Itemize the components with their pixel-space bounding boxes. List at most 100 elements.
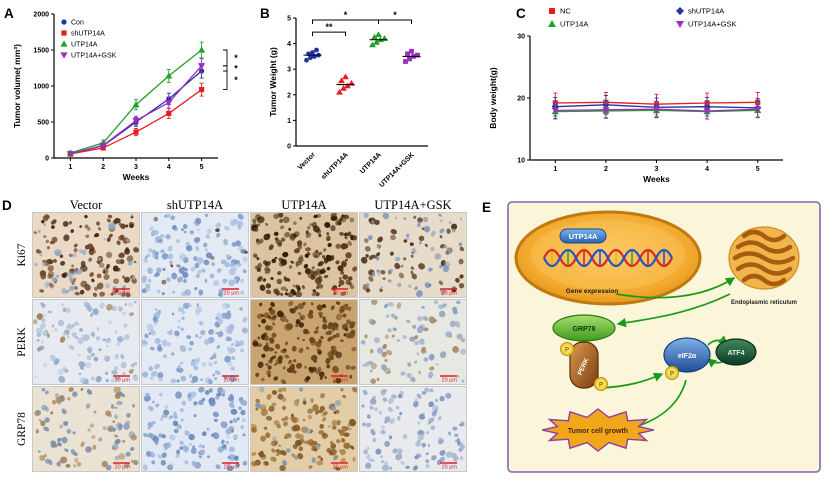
ihc-image-ki67-shutp14a: 20 μm (141, 212, 249, 298)
scatter-group-shUTP14A (336, 73, 355, 95)
svg-text:1: 1 (553, 166, 557, 173)
svg-text:UTP14A: UTP14A (359, 151, 383, 175)
tumor-growth-burst (541, 408, 655, 452)
ihc-image-grp78-shutp14a: 20 μm (141, 386, 249, 472)
row-label-ki67-text: Ki67 (16, 243, 28, 267)
ihc-image-grp78-utp14a-gsk: 20 μm (359, 386, 467, 472)
phospho-p3: P (665, 366, 679, 380)
svg-text:500: 500 (37, 120, 49, 127)
scatter-group-UTP14A+GSK (402, 48, 421, 64)
svg-text:Weeks: Weeks (643, 174, 670, 184)
svg-text:3: 3 (134, 164, 138, 171)
ihc-content: Vector shUTP14A UTP14A UTP14A+GSK Ki67 2… (14, 198, 469, 474)
svg-text:1: 1 (68, 164, 72, 171)
svg-text:4: 4 (705, 166, 709, 173)
grp78-shape (552, 314, 616, 342)
svg-text:0: 0 (287, 144, 291, 151)
svg-text:UTP14A+GSK: UTP14A+GSK (378, 151, 416, 189)
series-UTP14A+GSK (551, 100, 762, 120)
ihc-image-perk-utp14a: 20 μm (250, 299, 358, 385)
ihc-image-perk-vector: 20 μm (32, 299, 140, 385)
row-label-grp78: GRP78 (14, 387, 30, 471)
svg-text:Con: Con (71, 20, 84, 27)
svg-text:0: 0 (45, 156, 49, 163)
svg-text:5: 5 (756, 166, 760, 173)
series-UTP14A+GSK (66, 58, 206, 158)
panel-b-tumor-weight: B 0 1 2 3 4 5 Tumor Weight (g) Vector shUTP14A UT… (256, 2, 434, 208)
svg-text:1000: 1000 (33, 84, 49, 91)
ihc-image-grp78-vector: 20 μm (32, 386, 140, 472)
tumor-volume-chart: 0 500 1000 1500 2000 Tumor volume( mm³) 1 2 3 4 5 W… (12, 12, 238, 183)
svg-text:1500: 1500 (33, 48, 49, 55)
svg-text:20 μm: 20 μm (115, 291, 131, 297)
svg-text:2: 2 (101, 164, 105, 171)
phospho-p1: P (560, 342, 574, 356)
svg-text:20 μm: 20 μm (333, 465, 349, 471)
col-header-utp14a: UTP14A (281, 198, 327, 212)
mechanism-diagram: UTP14A Gene expression Endoplasmic retic… (507, 201, 821, 473)
row-label-grp78-text: GRP78 (16, 412, 28, 446)
arrow-gene-to-er (615, 277, 736, 299)
svg-text:5: 5 (200, 164, 204, 171)
panel-b-label: B (260, 6, 270, 21)
svg-text:shUTP14A: shUTP14A (71, 31, 105, 38)
svg-text:20 μm: 20 μm (224, 465, 240, 471)
svg-text:*: * (344, 10, 348, 20)
svg-text:**: ** (325, 22, 333, 32)
utp14a-badge (559, 228, 607, 244)
row-label-perk: PERK (14, 300, 30, 384)
svg-text:shUTP14A: shUTP14A (320, 151, 350, 181)
svg-text:20 μm: 20 μm (442, 291, 458, 297)
svg-text:4: 4 (167, 164, 171, 171)
row-label-ki67: Ki67 (14, 213, 30, 297)
svg-text:3: 3 (287, 67, 291, 74)
svg-text:UTP14A+GSK: UTP14A+GSK (688, 20, 737, 29)
ihc-row-grp78: GRP78 20 μm 20 μm 20 μm 20 μm (14, 386, 469, 472)
svg-text:1: 1 (287, 118, 291, 125)
panel-c-label: C (516, 6, 526, 21)
panel-a-tumor-volume: A 0 500 1000 1500 2000 Tumor volume( mm³) 1 2 3 4… (2, 2, 256, 190)
svg-text:30: 30 (517, 34, 525, 41)
svg-text:20 μm: 20 μm (115, 378, 131, 384)
tumor-growth-label: Tumor cell growth (568, 428, 628, 435)
col-header-utp14a-gsk: UTP14A+GSK (374, 198, 452, 212)
panel-a-label: A (4, 6, 14, 21)
svg-text:*: * (393, 10, 397, 20)
atf4-label: ATF4 (728, 350, 745, 357)
perk-shape (569, 341, 599, 389)
arrow-er-to-grp78 (616, 293, 731, 328)
svg-text:10: 10 (517, 158, 525, 165)
panel-e-mechanism: E (474, 194, 825, 481)
svg-text:4: 4 (287, 41, 291, 48)
ihc-image-perk-shutp14a: 20 μm (141, 299, 249, 385)
scatter-group-Vector (303, 47, 322, 63)
svg-text:*: * (234, 63, 238, 73)
tumor-weight-chart: 0 1 2 3 4 5 Tumor Weight (g) Vector shUTP14A UTP1… (268, 10, 428, 189)
panel-d-label: D (2, 198, 12, 213)
ihc-image-grp78-utp14a: 20 μm (250, 386, 358, 472)
svg-text:5: 5 (287, 16, 291, 23)
svg-text:20 μm: 20 μm (224, 378, 240, 384)
svg-text:UTP14A+GSK: UTP14A+GSK (71, 53, 117, 60)
panel-c-body-weight: C 10 20 30 Body weight(g) 1 2 3 4 5 Weeks NC shUTP1… (468, 2, 825, 194)
svg-text:20 μm: 20 μm (333, 378, 349, 384)
gene-expression-label: Gene expression (566, 288, 618, 295)
svg-text:Vector: Vector (297, 151, 317, 171)
svg-text:Tumor volume( mm³): Tumor volume( mm³) (12, 44, 22, 128)
ihc-row-ki67: Ki67 20 μm 20 μm 20 μm 20 μm (14, 212, 469, 298)
eif2a-shape (663, 337, 711, 373)
svg-text:20 μm: 20 μm (115, 465, 131, 471)
ihc-image-ki67-utp14a-gsk: 20 μm (359, 212, 467, 298)
col-header-shutp14a: shUTP14A (166, 198, 224, 212)
svg-text:*: * (234, 53, 238, 63)
ihc-image-ki67-utp14a: 20 μm (250, 212, 358, 298)
svg-text:3: 3 (655, 166, 659, 173)
svg-text:UTP14A: UTP14A (560, 20, 588, 29)
endoplasmic-reticulum (728, 226, 800, 290)
svg-text:20 μm: 20 μm (333, 291, 349, 297)
svg-text:Body weight(g): Body weight(g) (488, 67, 498, 129)
svg-text:20 μm: 20 μm (442, 465, 458, 471)
svg-text:20: 20 (517, 96, 525, 103)
svg-text:shUTP14A: shUTP14A (688, 7, 724, 16)
